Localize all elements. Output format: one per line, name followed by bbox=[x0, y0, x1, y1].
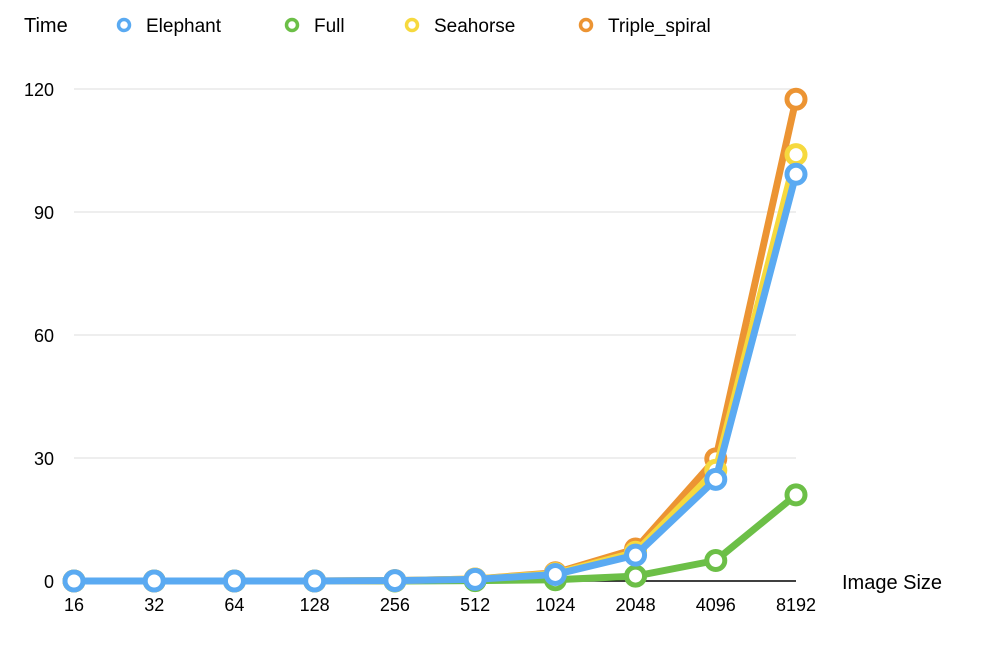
x-tick-label: 32 bbox=[144, 595, 164, 615]
x-tick-label: 2048 bbox=[616, 595, 656, 615]
y-tick-label: 60 bbox=[34, 326, 54, 346]
legend-item: Elephant bbox=[116, 16, 222, 37]
x-tick-label: 512 bbox=[460, 595, 490, 615]
data-point bbox=[463, 567, 487, 591]
data-point bbox=[222, 569, 246, 593]
legend-marker bbox=[284, 17, 300, 33]
grid-lines bbox=[74, 88, 796, 459]
y-axis-label: Time bbox=[24, 15, 68, 37]
series-line bbox=[70, 151, 800, 585]
legend-item: Triple_spiral bbox=[578, 16, 711, 37]
x-tick-label: 128 bbox=[300, 595, 330, 615]
data-point bbox=[303, 569, 327, 593]
x-axis-label: Image Size bbox=[842, 572, 942, 594]
data-point bbox=[784, 483, 808, 507]
series-triple-spiral bbox=[62, 87, 808, 593]
legend-label: Full bbox=[314, 16, 345, 37]
data-point bbox=[383, 569, 407, 593]
y-tick-label: 90 bbox=[34, 203, 54, 223]
x-tick-labels: 16 32 64 128 256 512 1024 2048 4096 8192 bbox=[64, 595, 816, 615]
legend-label: Triple_spiral bbox=[608, 16, 711, 37]
y-tick-label: 0 bbox=[44, 572, 54, 592]
data-point bbox=[543, 562, 567, 586]
legend-label: Elephant bbox=[146, 16, 222, 37]
data-point bbox=[784, 143, 808, 167]
x-tick-label: 64 bbox=[224, 595, 244, 615]
legend-marker bbox=[116, 17, 132, 33]
y-tick-labels: 0 30 60 90 120 bbox=[24, 80, 54, 592]
x-tick-label: 1024 bbox=[535, 595, 575, 615]
legend-item: Full bbox=[284, 16, 345, 37]
data-point bbox=[62, 569, 86, 593]
legend-marker bbox=[404, 17, 420, 33]
data-point bbox=[142, 569, 166, 593]
data-point bbox=[624, 564, 648, 588]
legend-item: Seahorse bbox=[404, 16, 515, 37]
legend-marker bbox=[578, 17, 594, 33]
legend-label: Seahorse bbox=[434, 16, 515, 37]
series-elephant bbox=[62, 162, 808, 593]
data-point bbox=[704, 549, 728, 572]
series-group bbox=[62, 87, 808, 593]
series-line bbox=[70, 170, 800, 585]
x-tick-label: 256 bbox=[380, 595, 410, 615]
data-point bbox=[704, 467, 728, 491]
data-point bbox=[784, 162, 808, 186]
data-point bbox=[624, 543, 648, 567]
y-tick-label: 30 bbox=[34, 449, 54, 469]
y-tick-label: 120 bbox=[24, 80, 54, 100]
x-tick-label: 4096 bbox=[696, 595, 736, 615]
legend: Elephant Full Seahorse Triple_spiral bbox=[116, 16, 711, 37]
x-tick-label: 16 bbox=[64, 595, 84, 615]
x-tick-label: 8192 bbox=[776, 595, 816, 615]
data-point bbox=[784, 87, 808, 111]
